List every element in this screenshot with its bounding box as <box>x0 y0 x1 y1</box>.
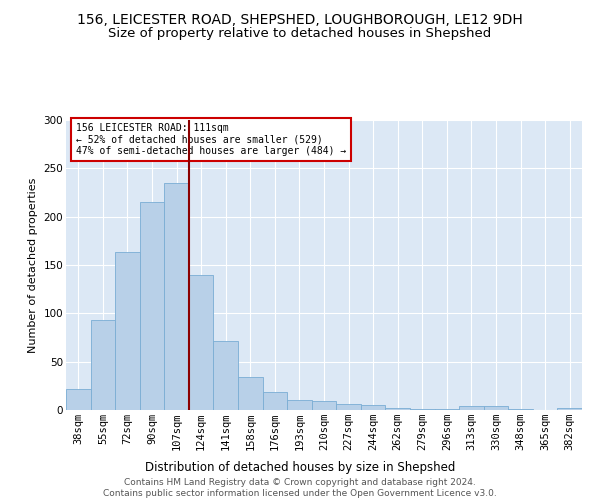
Bar <box>459 406 484 410</box>
Text: 156, LEICESTER ROAD, SHEPSHED, LOUGHBOROUGH, LE12 9DH: 156, LEICESTER ROAD, SHEPSHED, LOUGHBORO… <box>77 12 523 26</box>
Text: Contains HM Land Registry data © Crown copyright and database right 2024.
Contai: Contains HM Land Registry data © Crown c… <box>103 478 497 498</box>
Bar <box>508 409 533 410</box>
Bar <box>115 252 140 410</box>
Bar <box>66 388 91 410</box>
Bar <box>214 342 238 410</box>
Bar <box>410 409 434 410</box>
Text: Size of property relative to detached houses in Shepshed: Size of property relative to detached ho… <box>109 28 491 40</box>
Bar <box>91 320 115 410</box>
Bar <box>287 400 312 410</box>
Bar <box>361 405 385 410</box>
Bar <box>164 183 189 410</box>
Bar <box>238 377 263 410</box>
Bar <box>312 402 336 410</box>
Bar <box>484 406 508 410</box>
Bar <box>557 408 582 410</box>
Y-axis label: Number of detached properties: Number of detached properties <box>28 178 38 352</box>
Bar <box>189 274 214 410</box>
Text: Distribution of detached houses by size in Shepshed: Distribution of detached houses by size … <box>145 461 455 474</box>
Bar <box>140 202 164 410</box>
Bar <box>385 408 410 410</box>
Bar <box>434 409 459 410</box>
Text: 156 LEICESTER ROAD: 111sqm
← 52% of detached houses are smaller (529)
47% of sem: 156 LEICESTER ROAD: 111sqm ← 52% of deta… <box>76 123 347 156</box>
Bar <box>263 392 287 410</box>
Bar <box>336 404 361 410</box>
